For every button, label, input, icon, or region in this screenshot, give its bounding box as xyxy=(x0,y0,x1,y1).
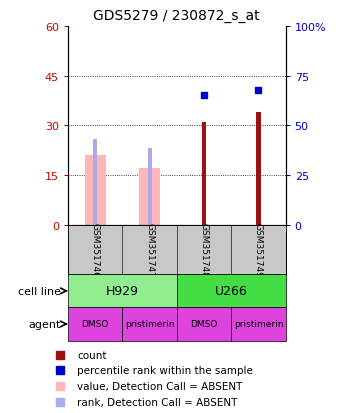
Bar xyxy=(256,113,261,225)
Text: agent: agent xyxy=(29,319,61,329)
Bar xyxy=(122,308,177,341)
Bar xyxy=(148,149,152,225)
Bar xyxy=(177,275,286,308)
Text: percentile rank within the sample: percentile rank within the sample xyxy=(77,366,253,375)
Bar xyxy=(68,225,122,275)
Bar xyxy=(231,225,286,275)
Text: GSM351748: GSM351748 xyxy=(200,223,208,277)
Bar xyxy=(202,123,206,225)
Text: pristimerin: pristimerin xyxy=(234,320,283,329)
Bar xyxy=(93,139,97,225)
Title: GDS5279 / 230872_s_at: GDS5279 / 230872_s_at xyxy=(94,9,260,23)
Text: count: count xyxy=(77,350,106,360)
Bar xyxy=(177,308,231,341)
Bar xyxy=(68,308,122,341)
Bar xyxy=(85,156,105,225)
Bar xyxy=(122,225,177,275)
Text: DMSO: DMSO xyxy=(190,320,218,329)
Bar xyxy=(231,308,286,341)
Text: value, Detection Call = ABSENT: value, Detection Call = ABSENT xyxy=(77,381,242,391)
Bar xyxy=(177,225,231,275)
Text: pristimerin: pristimerin xyxy=(125,320,174,329)
Text: GSM351746: GSM351746 xyxy=(91,223,100,277)
Text: cell line: cell line xyxy=(18,286,61,296)
Text: rank, Detection Call = ABSENT: rank, Detection Call = ABSENT xyxy=(77,397,237,407)
Bar xyxy=(68,275,177,308)
Text: H929: H929 xyxy=(106,285,139,298)
Text: GSM351747: GSM351747 xyxy=(145,223,154,277)
Text: DMSO: DMSO xyxy=(82,320,109,329)
Bar xyxy=(139,169,160,225)
Text: GSM351749: GSM351749 xyxy=(254,223,263,277)
Text: U266: U266 xyxy=(215,285,248,298)
